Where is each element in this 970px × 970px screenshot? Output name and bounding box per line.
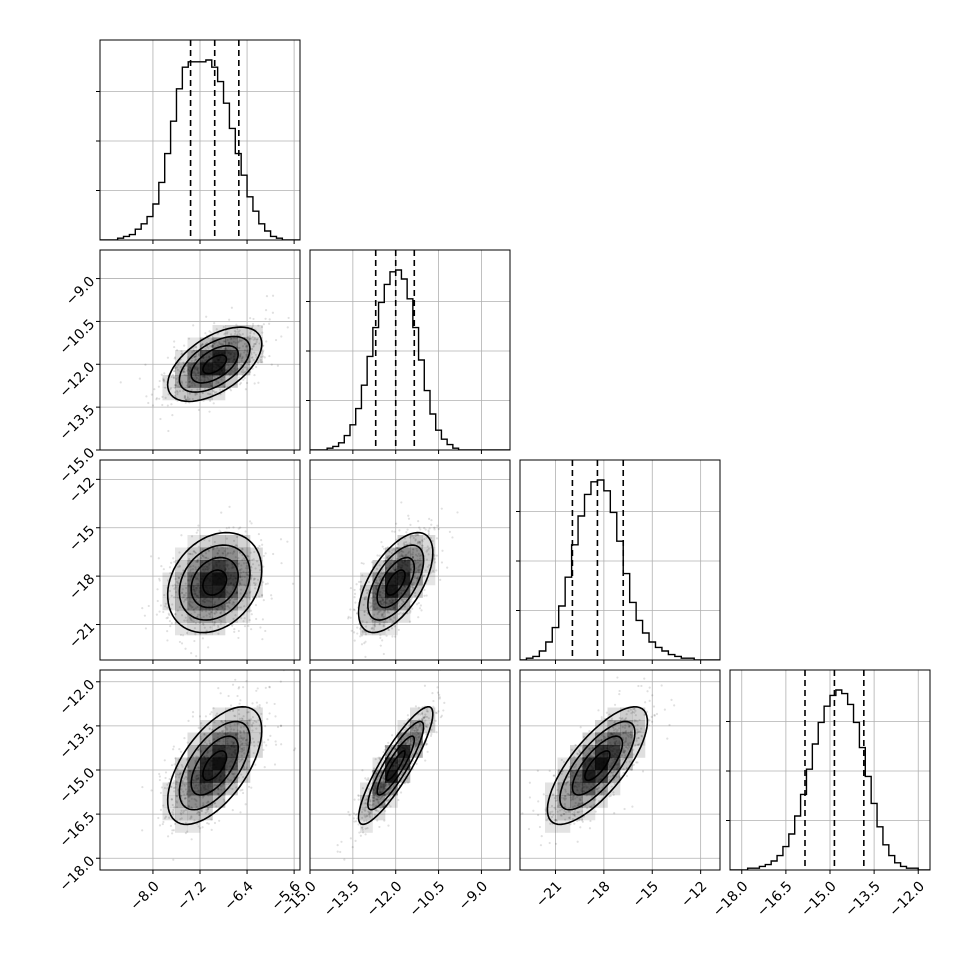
panel-frame <box>309 669 511 871</box>
contour-0 <box>202 354 228 375</box>
y-tick-label: −12.0 <box>57 359 99 401</box>
panel-3-0: −18.0−16.5−15.0−13.5−12.0−8.0 −7.2 −6.4 −5.… <box>57 669 304 914</box>
x-tick-label: −8.0 <box>127 878 162 913</box>
panel-2-0: −21−18−15−12 <box>66 459 301 664</box>
contour-3 <box>357 706 434 826</box>
panel-frame <box>309 249 511 451</box>
contour-1 <box>190 735 239 796</box>
y-tick-label: −15.0 <box>57 765 99 807</box>
x-tick-label: −18.0 <box>710 878 752 920</box>
x-tick-label: −12.0 <box>886 878 928 920</box>
x-tick-label: −10.5 <box>407 878 449 920</box>
y-tick-label: −18.0 <box>57 853 99 895</box>
y-tick-label: −13.5 <box>57 721 99 763</box>
panel-1-0: −15.0−13.5−12.0−10.5−9.0 <box>57 249 301 487</box>
y-tick-label: −16.5 <box>57 809 99 851</box>
histogram-line <box>100 59 300 240</box>
y-tick-label: −10.5 <box>57 316 99 358</box>
panel-content <box>100 250 300 450</box>
panel-content <box>520 670 720 870</box>
contour-3 <box>166 531 263 634</box>
histogram-line <box>730 689 930 870</box>
contour-0 <box>385 569 406 596</box>
panel-content <box>310 460 510 660</box>
panel-content <box>520 460 720 660</box>
x-tick-label: −6.4 <box>221 878 256 913</box>
density-cells <box>162 707 263 833</box>
contour-0 <box>202 750 228 782</box>
y-tick-label: −18 <box>66 571 98 603</box>
contour-2 <box>178 720 251 811</box>
contour-1 <box>190 344 240 384</box>
panel-content <box>100 670 300 870</box>
panel-3-2: −21 −18 −15 −12 <box>519 669 721 911</box>
contour-2 <box>367 720 425 811</box>
contour-2 <box>178 335 251 393</box>
panel-2-2 <box>516 459 721 664</box>
histogram-line <box>310 269 510 450</box>
x-tick-label: −12.0 <box>364 878 406 920</box>
panel-0-0 <box>96 39 301 244</box>
x-tick-label: −13.5 <box>842 878 884 920</box>
panel-2-1 <box>309 459 511 664</box>
x-tick-label: −21 <box>533 878 565 910</box>
panel-3-3: −18.0 −16.5 −15.0 −13.5 −12.0 <box>710 669 931 920</box>
contour-3 <box>546 705 649 826</box>
panel-frame <box>519 669 721 871</box>
x-tick-label: −12 <box>678 878 710 910</box>
contour-3 <box>166 705 263 826</box>
contour-2 <box>178 544 251 621</box>
contour-3 <box>166 326 263 403</box>
panel-frame <box>309 459 511 661</box>
y-tick-label: −9.0 <box>63 274 98 309</box>
panel-content <box>310 250 510 450</box>
panel-1-1 <box>306 249 511 454</box>
panel-3-1: −15.0 −13.5 −12.0 −10.5 −9.0 <box>278 669 511 920</box>
x-tick-label: −15 <box>630 878 662 910</box>
contour-1 <box>190 556 239 609</box>
x-tick-label: −18 <box>581 878 613 910</box>
y-tick-label: −13.5 <box>57 402 99 444</box>
contour-1 <box>376 556 416 609</box>
panel-content <box>100 460 300 660</box>
y-tick-label: −15 <box>66 523 98 555</box>
y-tick-label: −21 <box>66 619 98 651</box>
x-tick-label: −13.5 <box>321 878 363 920</box>
panel-content <box>730 670 930 870</box>
panel-content <box>100 40 300 240</box>
histogram-line <box>520 479 720 660</box>
contour-2 <box>367 544 425 621</box>
contour-1 <box>376 735 416 796</box>
contour-3 <box>357 531 434 634</box>
contour-0 <box>385 750 406 782</box>
contour-1 <box>571 735 624 796</box>
x-tick-label: −9.0 <box>456 878 491 913</box>
contour-0 <box>584 750 611 782</box>
x-tick-label: −15.0 <box>798 878 840 920</box>
x-tick-label: −16.5 <box>754 878 796 920</box>
panel-frame <box>519 459 721 661</box>
x-tick-label: −7.2 <box>174 878 209 913</box>
contour-2 <box>559 720 636 811</box>
contour-0 <box>202 569 228 596</box>
y-tick-label: −12.0 <box>57 677 99 719</box>
panel-content <box>310 670 510 870</box>
